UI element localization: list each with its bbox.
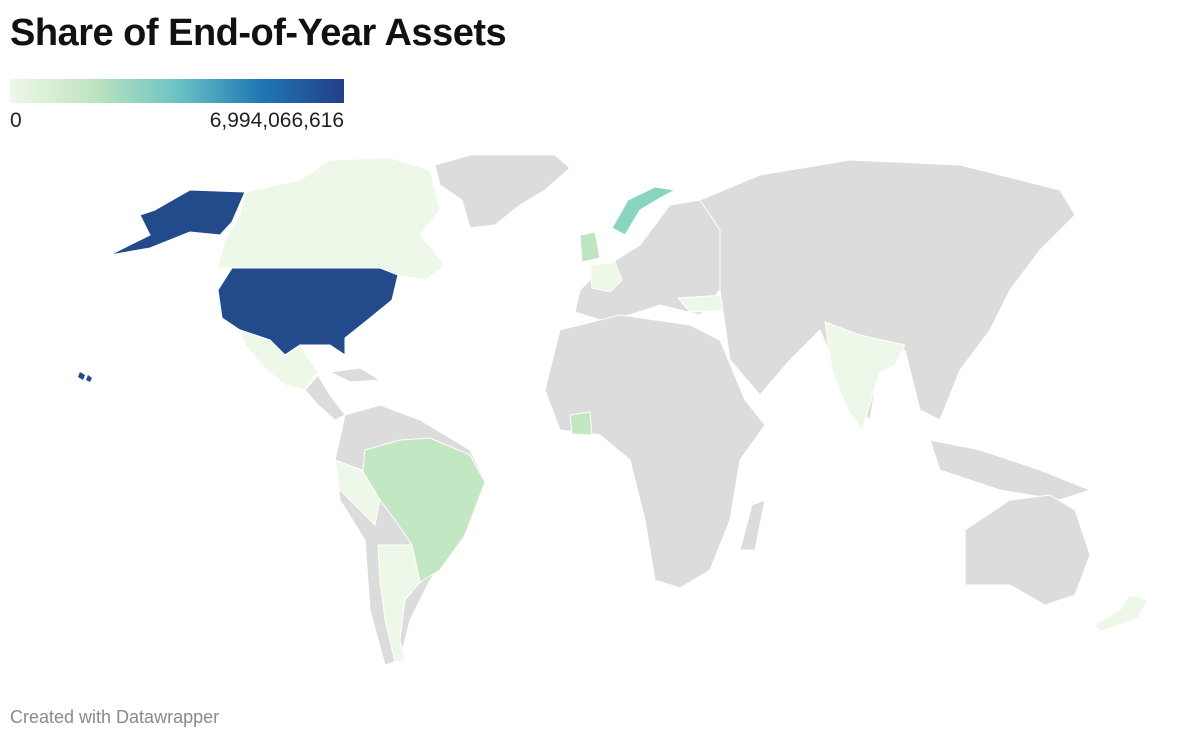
land	[434, 154, 571, 229]
land	[579, 231, 601, 263]
land	[569, 411, 593, 436]
land	[589, 261, 623, 293]
land	[1094, 594, 1149, 633]
legend-gradient	[10, 79, 344, 103]
land	[929, 439, 1092, 501]
land	[109, 189, 246, 256]
land	[334, 459, 381, 527]
land	[699, 159, 1076, 422]
land	[964, 494, 1091, 606]
land	[217, 157, 446, 281]
title: Share of End-of-Year Assets	[10, 12, 507, 54]
land	[377, 544, 421, 663]
land	[611, 186, 677, 236]
land	[239, 329, 319, 391]
land	[78, 372, 92, 382]
land	[824, 321, 906, 432]
legend-tick-label: 6,994,066,616	[210, 109, 344, 132]
land	[739, 499, 766, 551]
legend-tick-label: 0	[10, 109, 22, 132]
footer: Created with Datawrapper	[10, 707, 220, 727]
land	[217, 267, 399, 356]
